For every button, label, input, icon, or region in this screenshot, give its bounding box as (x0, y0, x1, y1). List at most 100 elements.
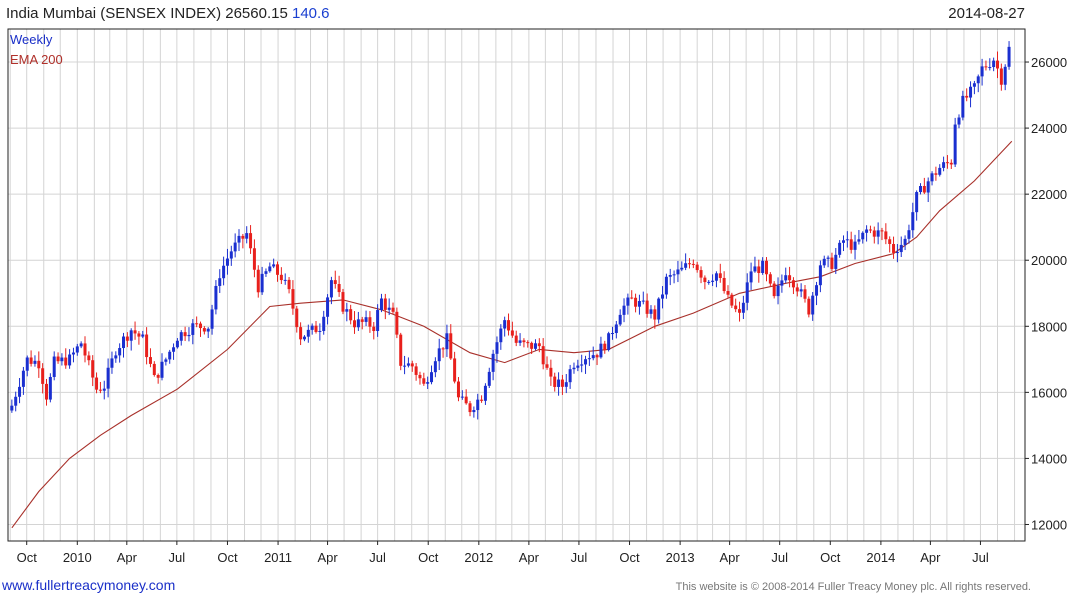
y-tick-label: 18000 (1031, 319, 1067, 334)
candle-up (187, 334, 191, 337)
candle-up (845, 239, 849, 241)
candle-up (1007, 46, 1011, 67)
candle-down (884, 231, 888, 240)
candle-up (491, 353, 495, 372)
candle-up (272, 264, 276, 267)
candle-up (160, 361, 164, 378)
candle-up (445, 333, 449, 350)
candle-up (191, 323, 195, 335)
x-tick-label: Apr (519, 550, 540, 565)
candle-up (607, 333, 611, 350)
candle-up (599, 343, 603, 358)
x-tick-label: 2013 (666, 550, 695, 565)
candle-up (264, 271, 268, 274)
candle-down (872, 230, 876, 237)
candle-up (68, 354, 72, 366)
candle-up (175, 340, 179, 348)
candle-down (295, 308, 299, 328)
candle-up (1003, 66, 1007, 85)
candle-down (314, 325, 318, 332)
copyright-text: This website is © 2008-2014 Fuller Treac… (675, 581, 1031, 593)
candle-down (391, 307, 395, 312)
x-tick-label: Apr (117, 550, 138, 565)
candle-up (641, 300, 645, 302)
candle-up (664, 276, 668, 295)
candle-down (849, 239, 853, 250)
x-tick-label: Jul (169, 550, 186, 565)
candle-down (91, 360, 95, 378)
ema-200-line (11, 140, 1013, 529)
candle-up (403, 365, 407, 367)
candle-up (302, 336, 306, 340)
candle-up (676, 269, 680, 275)
candle-up (237, 235, 241, 243)
candle-down (29, 357, 33, 364)
candle-down (137, 333, 141, 337)
candle-down (541, 346, 545, 365)
x-tick-label: 2010 (63, 550, 92, 565)
y-tick-label: 12000 (1031, 517, 1067, 532)
candle-up (218, 278, 222, 286)
candle-up (649, 309, 653, 314)
candle-up (60, 357, 64, 362)
candle-down (526, 342, 530, 344)
candle-up (865, 229, 869, 233)
candle-up (79, 343, 83, 347)
candle-up (379, 298, 383, 311)
title-text: India Mumbai (SENSEX INDEX) 26560.15 (6, 5, 288, 22)
candle-up (753, 266, 757, 272)
x-tick-label: Apr (720, 550, 741, 565)
candle-down (45, 383, 49, 400)
candle-up (10, 405, 14, 411)
candle-up (591, 355, 595, 359)
candle-down (414, 366, 418, 375)
candle-down (718, 273, 722, 278)
candle-up (907, 230, 911, 239)
candle-down (768, 274, 772, 284)
candle-up (780, 280, 784, 286)
candle-up (784, 275, 788, 281)
candle-down (949, 162, 953, 165)
candle-up (568, 369, 572, 383)
candle-up (714, 273, 718, 281)
candle-down (595, 355, 599, 358)
candle-down (56, 356, 60, 362)
candle-down (125, 336, 129, 341)
candle-down (945, 162, 949, 164)
candle-down (399, 334, 403, 366)
candle-up (168, 351, 172, 360)
candle-up (584, 359, 588, 365)
candle-down (560, 379, 564, 387)
candle-up (406, 363, 410, 366)
candle-up (476, 399, 480, 411)
x-tick-label: Oct (820, 550, 841, 565)
candle-up (838, 242, 842, 255)
candle-down (195, 323, 199, 325)
x-tick-label: Oct (418, 550, 439, 565)
x-tick-label: Jul (571, 550, 588, 565)
candle-down (722, 277, 726, 292)
candle-down (37, 360, 41, 369)
candle-down (687, 263, 691, 265)
candle-down (199, 323, 203, 329)
candle-up (75, 346, 79, 353)
candle-up (214, 285, 218, 310)
candle-up (376, 310, 380, 332)
candle-down (480, 399, 484, 401)
candle-down (965, 95, 969, 98)
candle-down (453, 358, 457, 382)
x-tick-label: 2014 (866, 550, 895, 565)
candle-down (156, 374, 160, 378)
candle-up (318, 330, 322, 332)
y-tick-label: 26000 (1031, 55, 1067, 70)
candle-up (745, 282, 749, 303)
website-link[interactable]: www.fullertreacymoney.com (2, 577, 176, 593)
candle-down (537, 343, 541, 347)
candle-down (691, 263, 695, 265)
candle-down (510, 330, 514, 336)
candle-up (622, 305, 626, 315)
candle-up (245, 233, 249, 239)
candle-down (145, 334, 149, 358)
candle-up (52, 356, 56, 377)
candle-up (942, 162, 946, 168)
